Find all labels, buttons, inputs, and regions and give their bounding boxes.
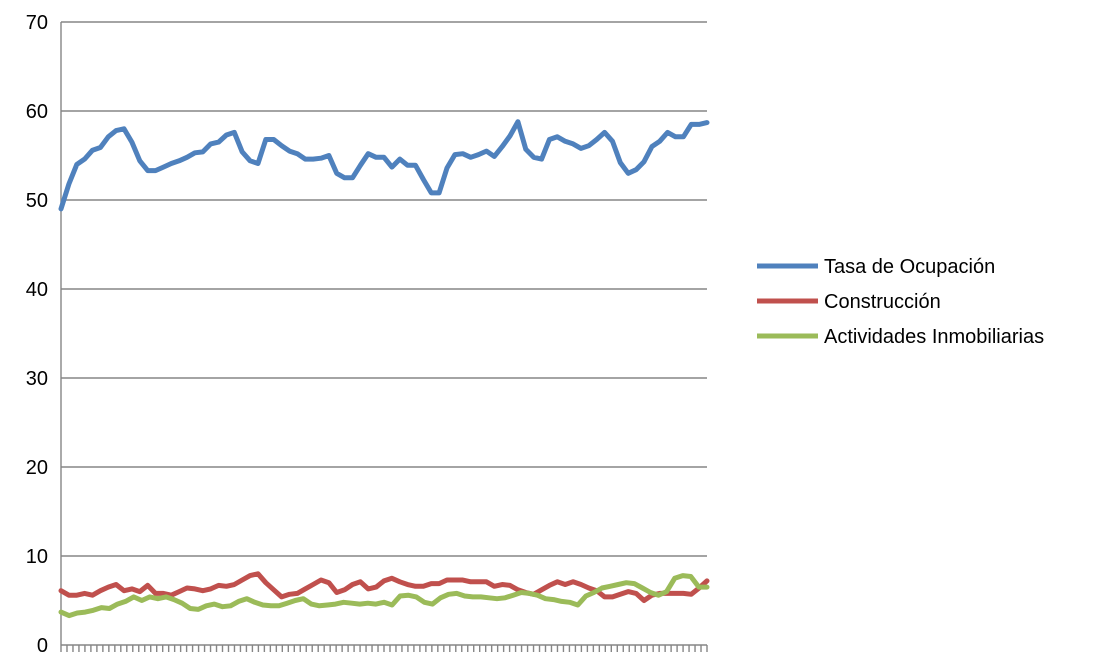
y-axis-tick-labels: 0 10 20 30 40 50 60 70 (26, 12, 48, 656)
legend-label-0: Tasa de Ocupación (824, 256, 995, 278)
y-tick-label: 70 (26, 12, 48, 34)
series-line-2 (58, 573, 710, 619)
y-tick-label: 20 (26, 457, 48, 479)
axes (60, 22, 707, 646)
y-tick-label: 30 (26, 368, 48, 390)
series-line-0 (58, 119, 710, 212)
y-tick-label: 60 (26, 101, 48, 123)
y-tick-label: 0 (37, 635, 48, 656)
series-line-1 (58, 571, 710, 603)
x-axis-ticks (60, 645, 708, 652)
legend-label-2: Actividades Inmobiliarias (824, 326, 1044, 348)
gridlines (61, 21, 707, 557)
series-lines (58, 119, 710, 619)
legend: Tasa de Ocupación Construcción Actividades… (757, 256, 1044, 348)
y-tick-label: 10 (26, 546, 48, 568)
y-tick-label: 50 (26, 190, 48, 212)
y-tick-label: 40 (26, 279, 48, 301)
legend-label-1: Construcción (824, 291, 941, 313)
